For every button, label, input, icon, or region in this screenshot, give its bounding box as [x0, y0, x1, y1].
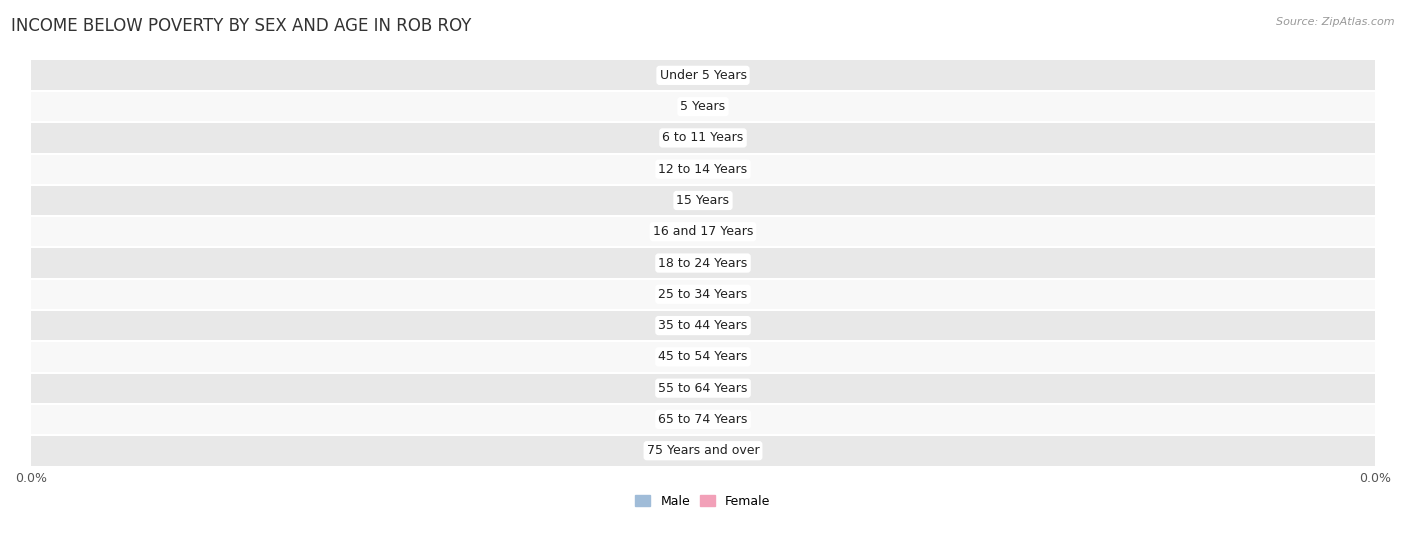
Text: 5 Years: 5 Years — [681, 100, 725, 113]
Text: 0.0%: 0.0% — [693, 446, 724, 456]
Bar — [703, 223, 716, 240]
Bar — [703, 98, 716, 115]
Bar — [31, 404, 1375, 435]
Text: 0.0%: 0.0% — [693, 227, 724, 237]
Text: 0.0%: 0.0% — [693, 290, 724, 299]
Bar — [703, 67, 716, 84]
Text: 0.0%: 0.0% — [693, 102, 724, 112]
Bar — [31, 310, 1375, 341]
Text: 35 to 44 Years: 35 to 44 Years — [658, 319, 748, 332]
Text: 0.0%: 0.0% — [682, 133, 713, 143]
Text: 45 to 54 Years: 45 to 54 Years — [658, 350, 748, 363]
Bar — [31, 216, 1375, 248]
Bar — [703, 442, 716, 459]
Text: 0.0%: 0.0% — [682, 164, 713, 174]
Bar — [703, 380, 716, 397]
Bar — [690, 380, 703, 397]
Bar — [31, 372, 1375, 404]
Text: 65 to 74 Years: 65 to 74 Years — [658, 413, 748, 426]
Bar — [31, 279, 1375, 310]
Text: 12 to 14 Years: 12 to 14 Years — [658, 163, 748, 176]
Bar — [690, 442, 703, 459]
Text: 0.0%: 0.0% — [693, 133, 724, 143]
Text: 0.0%: 0.0% — [693, 414, 724, 424]
Legend: Male, Female: Male, Female — [630, 490, 776, 513]
Bar — [703, 192, 716, 209]
Text: 0.0%: 0.0% — [693, 321, 724, 330]
Text: 75 Years and over: 75 Years and over — [647, 444, 759, 457]
Text: INCOME BELOW POVERTY BY SEX AND AGE IN ROB ROY: INCOME BELOW POVERTY BY SEX AND AGE IN R… — [11, 17, 471, 35]
Bar — [703, 348, 716, 366]
Bar — [31, 248, 1375, 279]
Text: 0.0%: 0.0% — [693, 383, 724, 393]
Text: 0.0%: 0.0% — [682, 321, 713, 330]
Text: Source: ZipAtlas.com: Source: ZipAtlas.com — [1277, 17, 1395, 27]
Bar — [703, 254, 716, 272]
Bar — [703, 160, 716, 178]
Bar — [690, 286, 703, 303]
Bar — [690, 160, 703, 178]
Bar — [31, 60, 1375, 91]
Text: 0.0%: 0.0% — [682, 70, 713, 80]
Bar — [703, 129, 716, 146]
Text: 0.0%: 0.0% — [693, 196, 724, 206]
Text: 0.0%: 0.0% — [682, 227, 713, 237]
Text: 25 to 34 Years: 25 to 34 Years — [658, 288, 748, 301]
Text: 15 Years: 15 Years — [676, 194, 730, 207]
Text: 0.0%: 0.0% — [693, 164, 724, 174]
Bar — [690, 223, 703, 240]
Text: 0.0%: 0.0% — [682, 414, 713, 424]
Text: 0.0%: 0.0% — [693, 352, 724, 362]
Bar — [703, 411, 716, 428]
Bar — [31, 341, 1375, 372]
Bar — [690, 317, 703, 334]
Bar — [703, 317, 716, 334]
Bar — [31, 435, 1375, 466]
Bar — [31, 154, 1375, 185]
Text: Under 5 Years: Under 5 Years — [659, 69, 747, 82]
Bar — [31, 122, 1375, 154]
Bar — [690, 67, 703, 84]
Text: 0.0%: 0.0% — [682, 383, 713, 393]
Bar — [690, 98, 703, 115]
Text: 0.0%: 0.0% — [682, 446, 713, 456]
Text: 0.0%: 0.0% — [682, 196, 713, 206]
Text: 0.0%: 0.0% — [693, 70, 724, 80]
Bar — [31, 91, 1375, 122]
Bar — [690, 192, 703, 209]
Bar — [690, 411, 703, 428]
Text: 0.0%: 0.0% — [693, 258, 724, 268]
Text: 16 and 17 Years: 16 and 17 Years — [652, 225, 754, 238]
Text: 6 to 11 Years: 6 to 11 Years — [662, 131, 744, 144]
Bar — [690, 129, 703, 146]
Bar — [690, 254, 703, 272]
Bar — [690, 348, 703, 366]
Text: 0.0%: 0.0% — [682, 352, 713, 362]
Text: 0.0%: 0.0% — [682, 290, 713, 299]
Bar — [31, 185, 1375, 216]
Text: 0.0%: 0.0% — [682, 102, 713, 112]
Text: 55 to 64 Years: 55 to 64 Years — [658, 382, 748, 395]
Text: 0.0%: 0.0% — [682, 258, 713, 268]
Text: 18 to 24 Years: 18 to 24 Years — [658, 257, 748, 269]
Bar — [703, 286, 716, 303]
